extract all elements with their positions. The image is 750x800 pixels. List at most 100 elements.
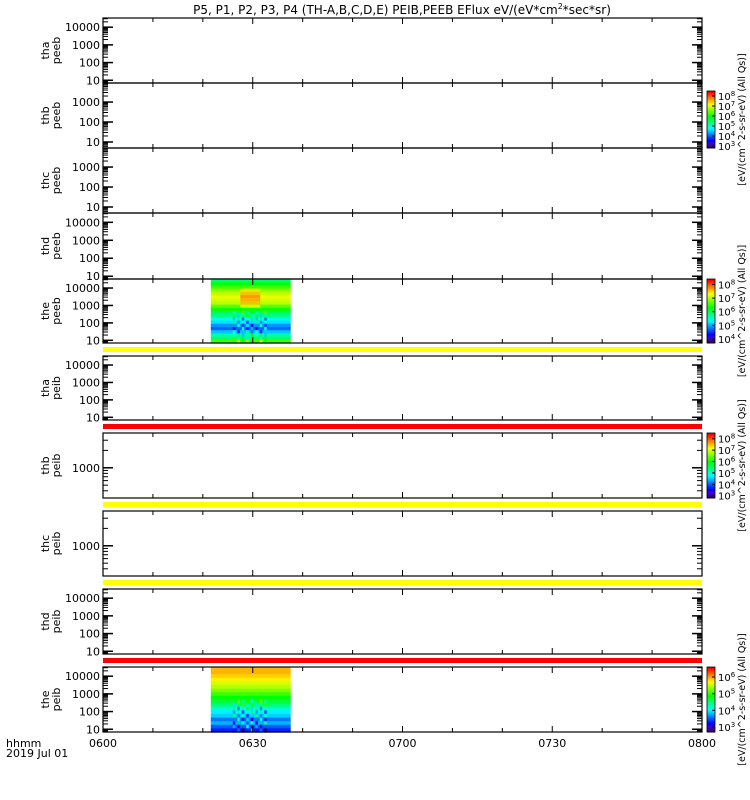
spectrogram-hotspot: [240, 295, 261, 299]
spectrogram-bin: [232, 339, 236, 344]
colorbar-label-base: 10: [718, 102, 731, 113]
y-tick-label: 1000: [72, 376, 100, 389]
colorbar-swatch: [707, 115, 715, 118]
colorbar-swatch: [707, 129, 715, 132]
x-tick-label: 0800: [688, 737, 716, 750]
product-name: peib: [50, 532, 63, 556]
spectrogram-bin: [246, 327, 249, 331]
y-tick-label: 10: [86, 136, 100, 149]
colorbar-swatch: [707, 307, 715, 310]
colorbar-swatch: [707, 333, 715, 336]
spectrogram-bin: [237, 311, 240, 315]
y-tick-label: 1000: [72, 688, 100, 701]
colorbar-swatch: [707, 133, 715, 136]
colorbar-label-exponent: 8: [731, 90, 735, 98]
colorbar-swatch: [707, 441, 715, 444]
colorbar-swatch: [707, 691, 715, 694]
probe-name: tha: [39, 379, 52, 397]
panel-frame: [102, 432, 703, 499]
panel-tha-peib: 10000 1000 100 10 thapeib: [39, 355, 703, 424]
colorbar-tick-label: 107: [718, 444, 735, 457]
y-tick-label: 1000: [72, 462, 100, 475]
spectrogram-bin: [250, 336, 254, 341]
colorbar-swatch: [707, 678, 715, 681]
spectrogram-bin: [264, 699, 267, 704]
colorbar-title: [eV/(cm^2-s-sr-eV) (All Qs)]: [737, 399, 748, 531]
quality-flag-bar: [103, 658, 702, 663]
panel-frame: [102, 212, 703, 280]
y-tick-label: 10: [86, 411, 100, 424]
spectrogram-bin: [232, 724, 236, 729]
colorbar-swatch: [707, 670, 715, 673]
y-tick-label: 10: [86, 645, 100, 658]
colorbar-swatch: [707, 291, 715, 294]
colorbar-label-base: 10: [718, 112, 731, 123]
colorbar-label-exponent: 3: [731, 721, 735, 729]
panel-y-label: thepeib: [39, 688, 63, 712]
spectrogram-bin: [264, 721, 267, 726]
probe-name: the: [39, 690, 52, 708]
colorbar-label-base: 10: [718, 132, 731, 143]
spectrogram-bin: [232, 710, 236, 715]
spectrogram-bin: [250, 706, 254, 711]
colorbar-swatch: [707, 293, 715, 296]
colorbar-swatch: [707, 694, 715, 697]
spectrogram-bin: [250, 699, 254, 704]
colorbar-swatch: [707, 720, 715, 723]
panel-y-label: thepeeb: [39, 297, 63, 325]
x-tick-label: 0600: [89, 737, 117, 750]
quality-flag-bar: [103, 347, 702, 352]
spectrogram-bin: [259, 710, 263, 715]
colorbar-swatch: [707, 675, 715, 678]
spectrogram-bin: [255, 717, 258, 722]
spectrogram-bin: [232, 706, 236, 711]
colorbar-swatch: [707, 452, 715, 455]
product-name: peib: [50, 610, 63, 634]
spectrogram-bin: [232, 699, 236, 704]
quality-flag-bar: [103, 502, 702, 507]
spectrogram-bin: [210, 282, 291, 286]
colorbar-swatch: [707, 706, 715, 709]
colorbar-swatch: [707, 95, 715, 98]
colorbar-swatch: [707, 296, 715, 299]
colorbar-label-exponent: 6: [731, 110, 736, 118]
panel-frame: [102, 510, 703, 577]
spectrogram-bin: [264, 311, 267, 315]
spectrogram-bin: [255, 713, 258, 719]
spectrogram-bin: [255, 703, 258, 708]
spectrogram-bin: [259, 713, 263, 719]
spectrogram-bin: [241, 728, 245, 733]
colorbar-tick-label: 103: [718, 721, 735, 734]
spectrogram-bin: [246, 330, 249, 334]
y-tick-label: 1000: [72, 299, 100, 312]
colorbar-swatch: [707, 138, 715, 140]
spectrogram-bin: [246, 703, 249, 708]
spectrogram-bin: [250, 314, 254, 318]
spectrogram-bin: [264, 713, 267, 719]
panel-frame: [102, 82, 703, 149]
y-tick-label: 100: [79, 628, 100, 641]
panel-the-peib: 10000 1000 100 10 thepeib: [39, 666, 703, 736]
spectrogram-bin: [259, 724, 263, 729]
colorbar-swatch: [707, 295, 715, 298]
spectrogram-bin: [259, 339, 263, 344]
colorbar-swatch: [707, 719, 715, 722]
panel-frame: [102, 147, 703, 214]
x-tick-label: 0700: [389, 737, 417, 750]
spectrogram-bin: [250, 330, 254, 334]
spectrogram-bin: [264, 710, 267, 715]
spectrogram-bin: [255, 314, 258, 318]
spectrogram-bin: [237, 330, 240, 334]
spectrogram-bin: [232, 703, 236, 708]
colorbar-label-exponent: 4: [731, 478, 736, 486]
colorbar-swatch: [707, 478, 715, 481]
spectrogram-bin: [237, 710, 240, 715]
colorbar-swatch: [707, 702, 715, 705]
colorbar-swatch: [707, 339, 715, 342]
colorbar-swatch: [707, 120, 715, 123]
colorbar-label-base: 10: [718, 690, 731, 701]
spectrogram-bin: [232, 728, 236, 733]
colorbar-swatch: [707, 475, 715, 478]
colorbar-swatch: [707, 715, 715, 718]
